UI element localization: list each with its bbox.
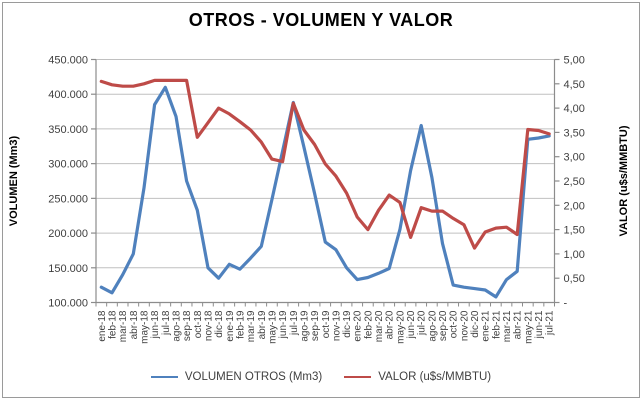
svg-text:jun-18: jun-18 xyxy=(150,310,161,339)
svg-text:4,00: 4,00 xyxy=(564,103,585,115)
svg-text:nov-20: nov-20 xyxy=(459,310,470,341)
svg-text:5,00: 5,00 xyxy=(564,55,585,67)
svg-text:250.000: 250.000 xyxy=(48,193,88,205)
svg-text:mar-20: mar-20 xyxy=(374,310,385,342)
svg-text:sep-18: sep-18 xyxy=(182,310,193,341)
svg-text:300.000: 300.000 xyxy=(48,159,88,171)
svg-text:abr-21: abr-21 xyxy=(513,310,524,339)
svg-text:jun-21: jun-21 xyxy=(534,310,545,339)
series-lines xyxy=(99,78,551,299)
legend: VOLUMEN OTROS (Mm3) VALOR (u$s/MMBTU) xyxy=(0,371,642,383)
svg-text:jul-20: jul-20 xyxy=(417,310,428,336)
svg-text:200.000: 200.000 xyxy=(48,228,88,240)
svg-text:dic-20: dic-20 xyxy=(470,310,481,338)
svg-text:ago-18: ago-18 xyxy=(171,310,182,342)
svg-text:may-20: may-20 xyxy=(395,310,406,344)
svg-text:ago-20: ago-20 xyxy=(427,310,438,342)
volumen-line-swatch xyxy=(150,376,178,378)
svg-text:jul-19: jul-19 xyxy=(289,310,300,336)
svg-text:ene-18: ene-18 xyxy=(97,310,108,342)
svg-text:450.000: 450.000 xyxy=(48,55,88,67)
svg-text:feb-21: feb-21 xyxy=(491,310,502,339)
svg-text:350.000: 350.000 xyxy=(48,124,88,136)
svg-text:2,50: 2,50 xyxy=(564,176,585,188)
series-valor xyxy=(99,78,551,250)
svg-text:ago-19: ago-19 xyxy=(299,310,310,342)
axes xyxy=(95,59,556,304)
svg-text:400.000: 400.000 xyxy=(48,89,88,101)
chart-title: OTROS - VOLUMEN Y VALOR xyxy=(188,10,454,30)
legend-item-valor: VALOR (u$s/MMBTU) xyxy=(344,371,491,383)
valor-line-swatch xyxy=(344,376,372,378)
svg-text:ene-21: ene-21 xyxy=(481,310,492,342)
svg-text:4,50: 4,50 xyxy=(564,79,585,91)
svg-text:1,50: 1,50 xyxy=(564,225,585,237)
svg-text:may-18: may-18 xyxy=(139,310,150,344)
svg-text:jul-21: jul-21 xyxy=(545,310,556,336)
svg-text:dic-18: dic-18 xyxy=(214,310,225,338)
svg-text:0,50: 0,50 xyxy=(564,273,585,285)
svg-text:abr-18: abr-18 xyxy=(129,310,140,339)
svg-text:ene-20: ene-20 xyxy=(353,310,364,342)
svg-text:mar-18: mar-18 xyxy=(118,310,129,342)
legend-label-valor: VALOR (u$s/MMBTU) xyxy=(378,371,492,383)
svg-text:abr-20: abr-20 xyxy=(385,310,396,339)
svg-text:feb-20: feb-20 xyxy=(363,310,374,339)
svg-text:mar-21: mar-21 xyxy=(502,310,513,342)
axis-tick-labels: 100.000 150.000 200.000 250.000 300.000 350.0… xyxy=(48,55,585,310)
svg-text:oct-18: oct-18 xyxy=(193,310,204,338)
svg-text:-: - xyxy=(564,298,568,310)
svg-text:feb-18: feb-18 xyxy=(107,310,118,339)
svg-text:2,00: 2,00 xyxy=(564,200,585,212)
svg-text:sep-19: sep-19 xyxy=(310,310,321,341)
tick-marks xyxy=(91,58,560,307)
gridlines xyxy=(96,59,555,269)
svg-text:100.000: 100.000 xyxy=(48,298,88,310)
svg-text:jul-18: jul-18 xyxy=(161,310,172,336)
svg-text:oct-19: oct-19 xyxy=(321,310,332,338)
svg-text:ene-19: ene-19 xyxy=(225,310,236,342)
svg-text:feb-19: feb-19 xyxy=(235,310,246,339)
svg-text:oct-20: oct-20 xyxy=(449,310,460,338)
svg-text:nov-19: nov-19 xyxy=(331,310,342,341)
svg-text:3,00: 3,00 xyxy=(564,152,585,164)
svg-text:1,00: 1,00 xyxy=(564,249,585,261)
svg-text:150.000: 150.000 xyxy=(48,263,88,275)
svg-text:jun-20: jun-20 xyxy=(406,310,417,339)
svg-text:jun-19: jun-19 xyxy=(278,310,289,339)
svg-text:sep-20: sep-20 xyxy=(438,310,449,341)
svg-text:3,50: 3,50 xyxy=(564,127,585,139)
x-axis-labels: ene-18 feb-18 mar-18 abr-18 may-18 jun-18 jul-… xyxy=(97,310,556,344)
svg-text:nov-18: nov-18 xyxy=(203,310,214,341)
svg-text:abr-19: abr-19 xyxy=(257,310,268,339)
svg-text:may-19: may-19 xyxy=(267,310,278,344)
legend-label-volumen: VOLUMEN OTROS (Mm3) xyxy=(184,371,323,383)
svg-text:may-21: may-21 xyxy=(523,310,534,344)
svg-text:dic-19: dic-19 xyxy=(342,310,353,338)
legend-item-volumen: VOLUMEN OTROS (Mm3) xyxy=(150,371,323,383)
svg-text:mar-19: mar-19 xyxy=(246,310,257,342)
series-volumen xyxy=(99,85,551,299)
